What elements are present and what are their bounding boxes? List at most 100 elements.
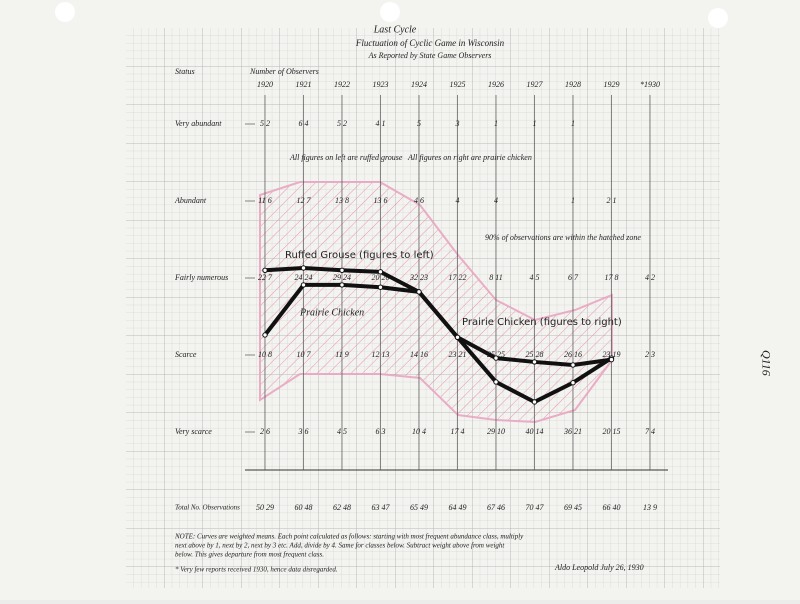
y-tick-label: Very abundant xyxy=(175,119,222,128)
cell: 2 6 xyxy=(260,427,270,436)
cell: 5 xyxy=(417,119,421,128)
total: 60 48 xyxy=(295,503,313,512)
observers-label: Number of Observers xyxy=(249,67,319,76)
cell: 40 14 xyxy=(526,427,544,436)
cell: 23 21 xyxy=(449,350,467,359)
annotation: All figures on left are ruffed grouse xyxy=(289,153,403,162)
point xyxy=(531,359,538,365)
cell: 1 xyxy=(533,119,537,128)
note: NOTE: Curves are weighted means. Each po… xyxy=(174,533,524,541)
point xyxy=(339,267,345,273)
cell: 23 19 xyxy=(603,350,621,359)
cell: 13 6 xyxy=(374,196,388,205)
y-tick-label: Fairly numerous xyxy=(174,273,228,282)
subtitle: Fluctuation of Cyclic Game in Wisconsin xyxy=(355,38,505,48)
cell: 14 16 xyxy=(410,350,428,359)
point xyxy=(531,399,538,405)
total: 69 45 xyxy=(564,503,582,512)
x-tick-label: 1920 xyxy=(257,80,273,89)
y-tick-label: Scarce xyxy=(175,350,197,359)
punch-hole xyxy=(380,2,400,22)
point xyxy=(454,334,461,340)
cell: 6 7 xyxy=(568,273,579,282)
cell: 29 10 xyxy=(487,427,505,436)
cell: 12 7 xyxy=(297,196,312,205)
cell: 11 6 xyxy=(258,196,271,205)
title: Last Cycle xyxy=(373,24,417,35)
total: 65 49 xyxy=(410,503,428,512)
total: 70 47 xyxy=(526,503,545,512)
point xyxy=(416,289,422,295)
point xyxy=(262,267,268,273)
totals-label: Total No. Observations xyxy=(175,504,240,512)
cell: 5 2 xyxy=(260,119,270,128)
cell: 25 25 xyxy=(487,350,505,359)
cell: 4 2 xyxy=(645,273,655,282)
cell: 17 22 xyxy=(449,273,467,282)
cell: 29 24 xyxy=(333,273,351,282)
cell: 36 21 xyxy=(563,427,582,436)
cell: 6 4 xyxy=(299,119,309,128)
cell: 10 7 xyxy=(297,350,312,359)
x-tick-label: 1923 xyxy=(373,80,389,89)
total: 63 47 xyxy=(372,503,391,512)
cell: 17 4 xyxy=(451,427,465,436)
cell: 17 8 xyxy=(605,273,619,282)
signature: Aldo Leopold July 26, 1930 xyxy=(554,563,644,572)
y-tick-label: Very scarce xyxy=(175,427,212,436)
cell: 3 6 xyxy=(298,427,309,436)
cell: 2 3 xyxy=(645,350,655,359)
cell: 4 xyxy=(456,196,460,205)
cell: 11 9 xyxy=(335,350,348,359)
annotation: All figures on right are prairie chicken xyxy=(407,153,532,162)
point xyxy=(493,379,499,385)
annotation: 90% of observations are within the hatch… xyxy=(485,233,641,242)
punch-hole xyxy=(55,2,75,22)
total: 67 46 xyxy=(487,503,505,512)
point xyxy=(377,284,384,290)
note: next above by 1, next by 2, next by 3 et… xyxy=(175,542,505,550)
total: 66 40 xyxy=(603,503,621,512)
annotation: Prairie Chicken xyxy=(299,307,364,318)
cell: 6 3 xyxy=(376,427,386,436)
punch-hole xyxy=(708,8,728,28)
total: 13 9 xyxy=(643,503,657,512)
total: 50 29 xyxy=(256,503,274,512)
cell: 4 5 xyxy=(530,273,540,282)
point xyxy=(493,355,499,361)
cell: 1 xyxy=(571,196,575,205)
cell: 32 23 xyxy=(409,273,428,282)
x-tick-label: 1927 xyxy=(527,80,544,89)
cell: 5 2 xyxy=(337,119,347,128)
total: 64 49 xyxy=(449,503,467,512)
series-label: Ruffed Grouse (figures to left) xyxy=(285,250,434,261)
cell: 4 1 xyxy=(376,119,386,128)
subtitle: As Reported by State Game Observers xyxy=(368,51,492,60)
cell: 4 xyxy=(494,196,498,205)
series-line xyxy=(263,282,612,368)
x-tick-label: 1922 xyxy=(334,80,350,89)
point xyxy=(339,282,345,288)
margin-note: Q116 xyxy=(759,350,773,376)
cell: 1 xyxy=(494,119,498,128)
x-tick-label: 1928 xyxy=(565,80,581,89)
status-label: Status xyxy=(175,67,195,76)
cell: 10 4 xyxy=(412,427,426,436)
point xyxy=(570,380,576,386)
point xyxy=(608,356,615,363)
total: 62 48 xyxy=(333,503,351,512)
footnote: * Very few reports received 1930, hence … xyxy=(175,566,338,574)
cell: 24 24 xyxy=(295,273,313,282)
cell: 3 xyxy=(455,119,460,128)
cell: 20 15 xyxy=(603,427,621,436)
cell: 7 4 xyxy=(645,427,655,436)
point xyxy=(262,332,268,338)
x-tick-label: 1929 xyxy=(604,80,620,89)
note: below. This gives departure from most fr… xyxy=(175,551,324,559)
cell: 4 5 xyxy=(337,427,347,436)
cell: 10 8 xyxy=(258,350,272,359)
point xyxy=(377,269,384,275)
cell: 8 11 xyxy=(489,273,502,282)
x-tick-label: 1925 xyxy=(450,80,466,89)
